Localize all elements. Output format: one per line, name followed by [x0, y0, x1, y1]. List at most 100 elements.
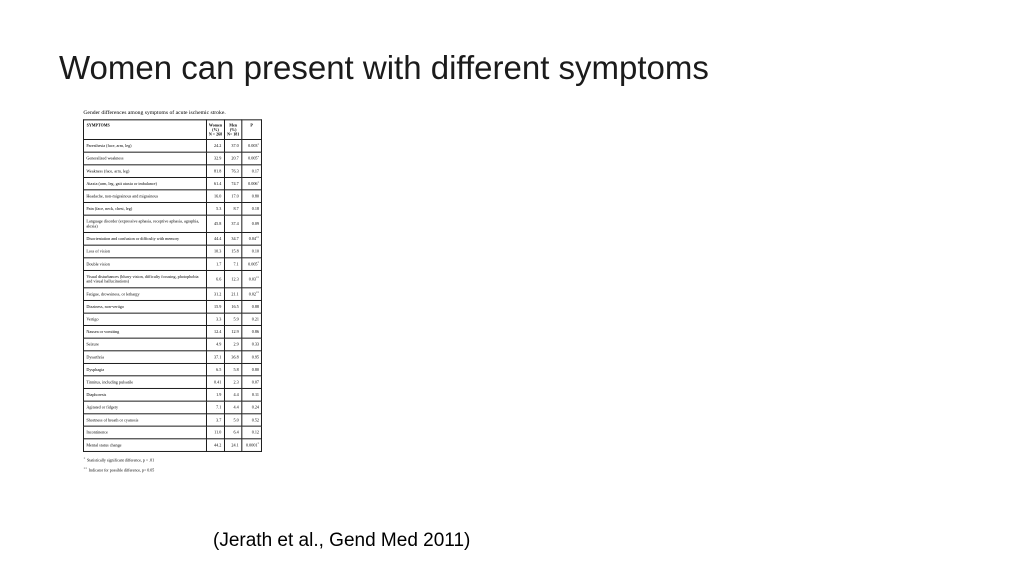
women-value-cell: 24.2 — [205, 139, 225, 153]
p-value-cell: 0.02** — [241, 287, 262, 301]
symptom-cell: Headache, non-migrainous and migrainous — [82, 189, 207, 204]
men-value-cell: 15.8 — [223, 244, 243, 259]
p-value-cell: 0.17 — [241, 164, 262, 178]
column-header: SYMPTOMS — [82, 119, 207, 141]
p-value-cell: 0.88 — [241, 299, 262, 314]
table-row: Fatigue, drowsiness, or lethargy 31.2 21.1… — [82, 287, 262, 301]
symptom-cell: Language disorder (expressive aphasia, r… — [82, 214, 207, 234]
table-row: Dizziness, non-vertigo 15.9 16.5 0.88 — [82, 299, 262, 314]
women-value-cell: 5.3 — [205, 202, 225, 216]
men-value-cell: 20.7 — [223, 151, 243, 166]
women-value-cell: 7.1 — [205, 400, 225, 415]
p-value-cell: 0.11 — [241, 388, 262, 402]
symptom-cell: Weakness (face, arm, leg) — [82, 164, 207, 178]
men-value-cell: 37.0 — [223, 139, 243, 153]
women-value-cell: 10.3 — [205, 244, 225, 259]
slide-title: Women can present with different symptom… — [59, 49, 709, 86]
symptom-cell: Loss of vision — [82, 244, 207, 259]
table-row: Diaphoresis 1.9 4.4 0.11 — [82, 388, 262, 402]
symptom-cell: Disorientation and confusion or difficul… — [82, 232, 207, 246]
symptom-cell: Vertigo — [82, 312, 207, 327]
p-value-cell: 0.86 — [241, 325, 262, 339]
p-value-cell: 0.04** — [241, 232, 262, 246]
table-row: Headache, non-migrainous and migrainous 1… — [82, 189, 262, 204]
p-value-cell: 0.18 — [241, 202, 262, 216]
table-row: Paresthesia (face, arm, leg) 24.2 37.0 0.00… — [82, 139, 262, 153]
p-value-cell: 0.10 — [241, 244, 262, 259]
symptom-cell: Generalized weakness — [82, 151, 207, 166]
table-row: Weakness (face, arm, leg) 81.8 76.3 0.17 — [82, 164, 262, 178]
men-value-cell: 76.3 — [223, 164, 243, 178]
men-value-cell: 5.9 — [223, 312, 243, 327]
significance-marker: ** — [255, 291, 259, 295]
symptom-cell: Visual disturbances (blurry vision, diff… — [82, 269, 207, 289]
column-header: P — [241, 119, 262, 141]
p-value-cell: 0.003* — [241, 139, 262, 153]
column-header: Women (%) N = 268 — [205, 119, 225, 141]
p-value-cell: 0.0001* — [241, 438, 262, 452]
men-value-cell: 16.5 — [223, 299, 243, 314]
men-value-cell: 12.9 — [223, 325, 243, 339]
footnote: ** Indicator for possible difference, p<… — [83, 466, 155, 473]
women-value-cell: 44.2 — [205, 438, 225, 452]
women-value-cell: 81.8 — [205, 164, 225, 178]
table-row: Incontinence 11.0 6.4 0.12 — [82, 425, 262, 440]
men-value-cell: 17.0 — [223, 189, 243, 204]
symptom-cell: Fatigue, drowsiness, or lethargy — [82, 287, 207, 301]
significance-marker: ** — [255, 235, 259, 240]
table-row: Seizure 4.9 2.9 0.33 — [82, 337, 262, 352]
symptom-cell: Ataxia (arm, leg, gait ataxia or imbalan… — [82, 176, 207, 191]
table-row: Disorientation and confusion or difficul… — [82, 232, 262, 246]
men-value-cell: 24.1 — [223, 438, 243, 452]
table-row: Shortness of breath or cyanosis 3.7 5.0 0.5… — [82, 413, 262, 427]
significance-marker: * — [257, 142, 259, 147]
symptom-cell: Dysarthria — [82, 350, 207, 364]
symptom-cell: Dysphagia — [82, 362, 207, 377]
table-row: Nausea or vomiting 12.4 12.9 0.86 — [82, 325, 262, 339]
women-value-cell: 3.3 — [205, 312, 225, 327]
men-value-cell: 8.7 — [223, 202, 243, 216]
table-row: Mental status change 44.2 24.1 0.0001* — [82, 438, 262, 452]
symptoms-figure: Gender differences among symptoms of acu… — [82, 109, 273, 529]
symptom-cell: Dizziness, non-vertigo — [82, 299, 207, 314]
significance-marker: * — [257, 180, 259, 184]
symptom-cell: Shortness of breath or cyanosis — [82, 413, 207, 427]
women-value-cell: 1.7 — [205, 257, 225, 271]
symptom-cell: Paresthesia (face, arm, leg) — [82, 139, 207, 153]
women-value-cell: 32.9 — [205, 151, 225, 166]
footnote: * Statistically significant difference, … — [83, 456, 155, 463]
significance-marker: * — [257, 260, 259, 265]
women-value-cell: 61.4 — [205, 176, 225, 191]
men-value-cell: 37.4 — [223, 214, 243, 234]
men-value-cell: 12.3 — [223, 269, 243, 289]
women-value-cell: 1.9 — [205, 388, 225, 402]
p-value-cell: 0.12 — [241, 425, 262, 440]
significance-marker: * — [257, 441, 259, 446]
p-value-cell: 0.09 — [241, 214, 262, 234]
table-row: Dysphagia 6.5 5.8 0.80 — [82, 362, 262, 377]
table-header-row: SYMPTOMS Women (%) N = 268 Men (%) N= 181 P — [82, 119, 262, 141]
citation: (Jerath et al., Gend Med 2011) — [213, 530, 471, 551]
p-value-cell: 0.005* — [241, 257, 262, 271]
figure-scaled-content: Gender differences among symptoms of acu… — [82, 109, 273, 473]
men-value-cell: 21.1 — [223, 287, 243, 301]
men-value-cell: 5.0 — [223, 413, 243, 427]
women-value-cell: 4.9 — [205, 337, 225, 352]
men-value-cell: 7.1 — [223, 257, 243, 271]
table-row: Generalized weakness 32.9 20.7 0.005* — [82, 151, 262, 166]
symptoms-table: SYMPTOMS Women (%) N = 268 Men (%) N= 181 P… — [82, 119, 262, 452]
women-value-cell: 6.5 — [205, 362, 225, 377]
women-value-cell: 3.7 — [205, 413, 225, 427]
men-value-cell: 4.4 — [223, 400, 243, 415]
p-value-cell: 0.07 — [241, 375, 262, 390]
symptoms-table-body: Paresthesia (face, arm, leg) 24.2 37.0 0.00… — [82, 139, 262, 452]
symptom-cell: Seizure — [82, 337, 207, 352]
women-value-cell: 44.4 — [205, 232, 225, 246]
significance-marker: * — [257, 155, 259, 159]
table-row: Dysarthria 37.1 36.8 0.95 — [82, 350, 262, 364]
women-value-cell: 0.41 — [205, 375, 225, 390]
table-row: Agitated or fidgety 7.1 4.4 0.24 — [82, 400, 262, 415]
men-value-cell: 2.9 — [223, 337, 243, 352]
significance-marker: ** — [255, 275, 259, 280]
table-caption: Gender differences among symptoms of acu… — [83, 109, 226, 116]
